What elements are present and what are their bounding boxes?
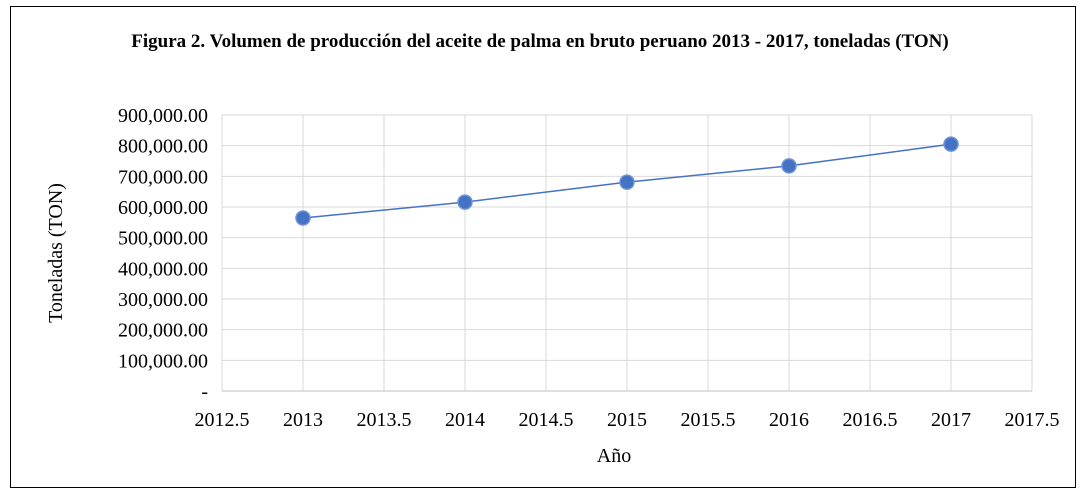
y-axis-label: Toneladas (TON) bbox=[45, 183, 67, 323]
y-tick-label: 200,000.00 bbox=[118, 320, 208, 342]
data-point bbox=[295, 210, 311, 226]
x-tick-label: 2017 bbox=[931, 409, 971, 431]
x-tick-label: 2016.5 bbox=[843, 409, 898, 431]
y-tick-label: 300,000.00 bbox=[118, 289, 208, 311]
x-tick-label: 2016 bbox=[769, 409, 809, 431]
x-tick-label: 2013 bbox=[283, 409, 323, 431]
x-tick-label: 2017.5 bbox=[1005, 409, 1060, 431]
y-tick-label: 800,000.00 bbox=[118, 136, 208, 158]
y-tick-label: - bbox=[201, 381, 208, 403]
data-point bbox=[619, 174, 635, 190]
data-point bbox=[781, 158, 797, 174]
x-tick-label: 2015.5 bbox=[681, 409, 736, 431]
y-tick-label: 900,000.00 bbox=[118, 105, 208, 127]
y-tick-label: 400,000.00 bbox=[118, 258, 208, 280]
x-tick-label: 2012.5 bbox=[195, 409, 250, 431]
data-point bbox=[943, 136, 959, 152]
x-tick-label: 2014 bbox=[445, 409, 485, 431]
x-tick-label: 2014.5 bbox=[519, 409, 574, 431]
y-tick-label: 500,000.00 bbox=[118, 228, 208, 250]
chart-frame bbox=[10, 6, 1076, 488]
x-tick-label: 2015 bbox=[607, 409, 647, 431]
x-axis-label: Año bbox=[597, 445, 631, 467]
y-tick-label: 700,000.00 bbox=[118, 166, 208, 188]
data-point bbox=[457, 194, 473, 210]
chart-title: Figura 2. Volumen de producción del acei… bbox=[131, 31, 949, 52]
y-tick-label: 600,000.00 bbox=[118, 197, 208, 219]
y-tick-label: 100,000.00 bbox=[118, 350, 208, 372]
x-tick-label: 2013.5 bbox=[357, 409, 412, 431]
